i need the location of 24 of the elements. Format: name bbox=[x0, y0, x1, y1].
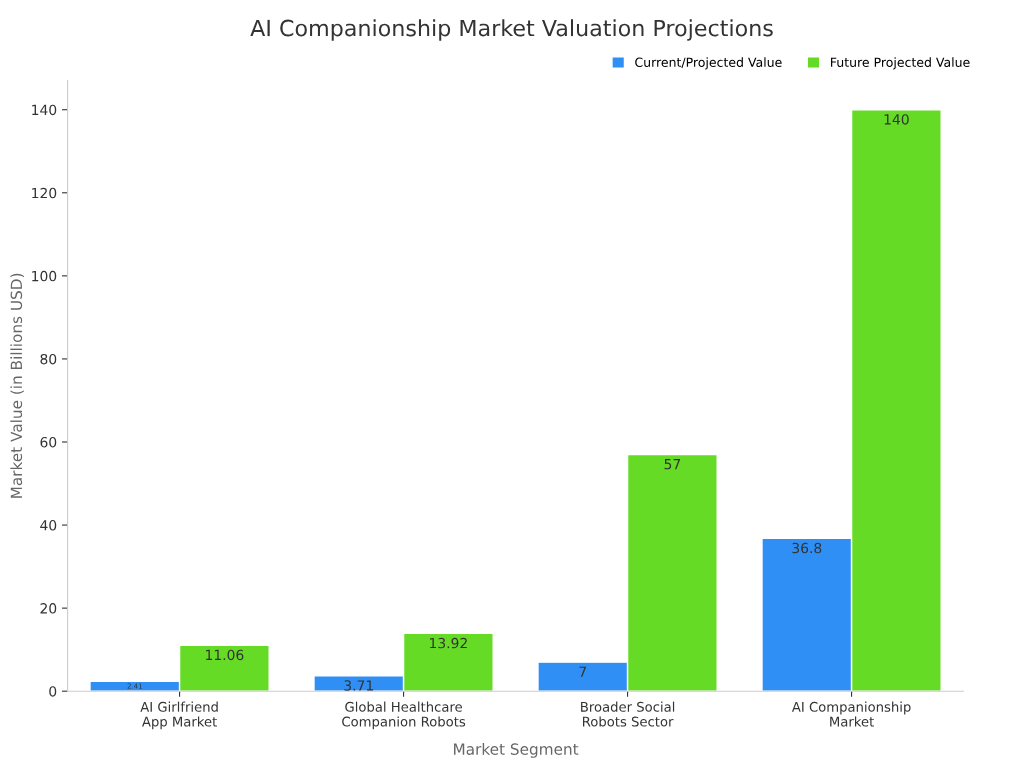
x-axis-title: Market Segment bbox=[454, 743, 579, 758]
data-label: 7 bbox=[579, 666, 587, 677]
y-tick-label: 40 bbox=[40, 520, 57, 531]
y-tick-label: 140 bbox=[32, 104, 57, 116]
legend-label: Current/Projected Value bbox=[635, 57, 782, 70]
y-tick-label: 0 bbox=[49, 686, 57, 697]
x-tick-label: Global Healthcare Companion Robots bbox=[342, 701, 466, 730]
data-label: 3.71 bbox=[344, 680, 373, 691]
y-tick-label: 80 bbox=[40, 353, 57, 365]
y-tick-label: 120 bbox=[32, 187, 57, 199]
y-tick-label: 100 bbox=[32, 270, 57, 282]
data-label: 36.8 bbox=[792, 542, 822, 554]
x-tick-label: AI Companionship Market bbox=[791, 701, 911, 727]
y-tick-label: 60 bbox=[40, 436, 57, 448]
data-label: 13.92 bbox=[430, 637, 467, 649]
y-axis-title: Market Value (in Billions USD) bbox=[10, 273, 24, 498]
chart-title: AI Companionship Market Valuation Projections bbox=[250, 19, 773, 41]
x-tick-label: AI Girlfriend App Market bbox=[140, 701, 218, 730]
y-tick-label: 20 bbox=[40, 603, 57, 614]
data-label: 57 bbox=[664, 459, 681, 470]
legend-label: Future Projected Value bbox=[831, 57, 970, 70]
data-label: 140 bbox=[884, 114, 909, 125]
x-tick-label: Broader Social Robots Sector bbox=[581, 701, 675, 727]
data-label: 11.06 bbox=[206, 649, 244, 661]
